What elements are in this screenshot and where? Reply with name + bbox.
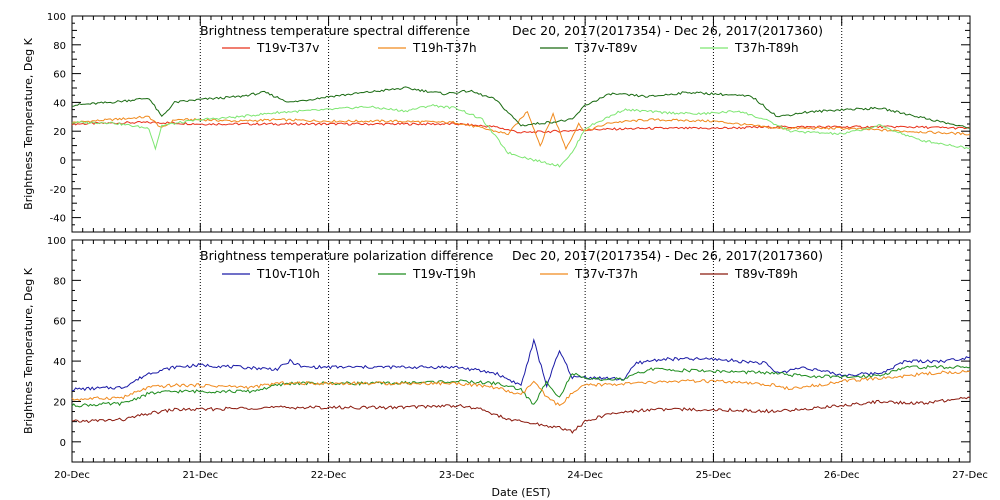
x-tick-label: 22-Dec xyxy=(311,470,347,481)
x-tick-label: 26-Dec xyxy=(824,470,860,481)
legend-label: T10v-T10h xyxy=(256,267,320,281)
y-tick-label: 0 xyxy=(60,438,66,449)
y-tick-label: 60 xyxy=(53,70,66,81)
y-tick-label: -20 xyxy=(50,185,66,196)
y-tick-label: 0 xyxy=(60,156,66,167)
y-tick-label: 20 xyxy=(53,127,66,138)
x-tick-label: 20-Dec xyxy=(54,470,90,481)
plot-frame xyxy=(71,239,971,463)
y-tick-label: 40 xyxy=(53,357,66,368)
series-line-t37v-t89v xyxy=(71,86,971,129)
legend-label: T19v-T37v xyxy=(256,41,319,55)
spectral-difference-panel: -40 -20 0 20 40 60 80 100 Brightness Temperature… xyxy=(22,12,971,233)
series-line-t10v-t10h xyxy=(71,337,971,392)
series-line-t89v-t89h xyxy=(71,396,971,434)
panel-title: Brightness temperature spectral differen… xyxy=(200,23,470,38)
x-axis-label: Date (EST) xyxy=(491,486,550,499)
series-line-t37h-t89h xyxy=(71,104,971,168)
series-line-t19h-t37h xyxy=(71,110,971,151)
y-tick-label: 80 xyxy=(53,276,66,287)
x-tick-label: 21-Dec xyxy=(182,470,218,481)
x-tick-label: 27-Dec xyxy=(952,470,988,481)
series-line-t37v-t37h xyxy=(71,369,971,407)
date-range-label: Dec 20, 2017(2017354) - Dec 26, 2017(201… xyxy=(512,23,823,38)
legend-label: T37v-T89v xyxy=(574,41,637,55)
y-tick-label: 100 xyxy=(47,236,66,247)
legend-label: T19h-T37h xyxy=(412,41,477,55)
legend-label: T37v-T37h xyxy=(574,267,638,281)
date-range-label: Dec 20, 2017(2017354) - Dec 26, 2017(201… xyxy=(512,248,823,263)
y-tick-label: -40 xyxy=(50,214,66,225)
series-line-t19v-t37v xyxy=(71,120,971,134)
polarization-difference-panel: 0 20 40 60 80 100 Brightnes Temperature, Deg K… xyxy=(22,236,988,499)
y-axis-label: Brightness Temperature, Deg K xyxy=(22,37,35,209)
y-tick-label: 80 xyxy=(53,41,66,52)
series-line-t19v-t19h xyxy=(71,364,971,408)
y-tick-label: 60 xyxy=(53,317,66,328)
y-tick-label: 40 xyxy=(53,98,66,109)
x-tick-label: 23-Dec xyxy=(439,470,475,481)
x-tick-label: 25-Dec xyxy=(696,470,732,481)
legend-label: T37h-T89h xyxy=(734,41,799,55)
x-tick-label: 24-Dec xyxy=(567,470,603,481)
legend-label: T19v-T19h xyxy=(412,267,476,281)
y-axis-label: Brightnes Temperature, Deg K xyxy=(22,267,35,434)
plot-frame xyxy=(71,15,971,233)
panel-title: Brightness temperature polarization diff… xyxy=(200,248,494,263)
y-tick-label: 20 xyxy=(53,397,66,408)
legend-label: T89v-T89h xyxy=(734,267,798,281)
y-tick-label: 100 xyxy=(47,12,66,23)
